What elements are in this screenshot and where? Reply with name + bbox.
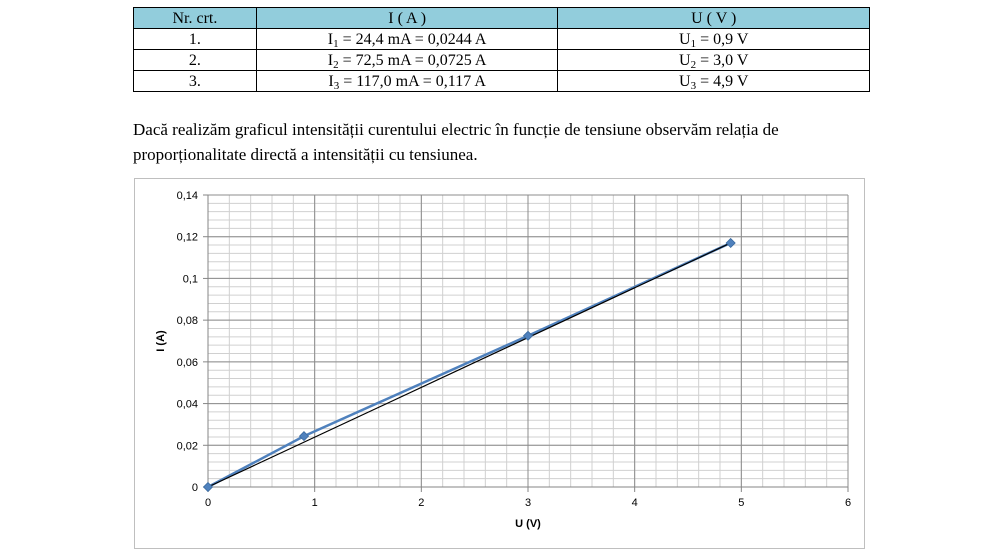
data-point-marker (725, 237, 736, 249)
x-tick-label: 5 (738, 497, 744, 509)
header-voltage: U ( V ) (557, 7, 870, 29)
y-tick-label: 0,12 (177, 232, 198, 244)
y-tick-label: 0,1 (183, 273, 198, 285)
row-number: 2. (133, 49, 257, 71)
current-cell: I3 = 117,0 mA = 0,117 A (255, 70, 559, 92)
data-point-marker (298, 431, 310, 442)
y-tick-label: 0 (192, 482, 198, 494)
x-tick-label: 4 (632, 497, 638, 509)
grid-layer (208, 194, 849, 487)
header-nr-crt: Nr. crt. (133, 7, 257, 29)
series-layer (202, 237, 736, 493)
trendline (207, 242, 731, 488)
current-cell: I1 = 24,4 mA = 0,0244 A (255, 28, 559, 50)
x-tick-label: 2 (418, 497, 424, 509)
y-tick-label: 0,14 (177, 190, 198, 202)
y-tick-label: 0,02 (177, 440, 198, 452)
table-row: 1. I1 = 24,4 mA = 0,0244 A U1 = 0,9 V (133, 28, 870, 50)
series-line (207, 241, 732, 489)
x-tick-label: 6 (845, 497, 851, 509)
row-number: 1. (133, 28, 257, 50)
y-axis-title: I (A) (155, 330, 167, 352)
header-current: I ( A ) (255, 7, 559, 29)
x-axis-title: U (V) (515, 518, 541, 530)
row-number: 3. (133, 70, 257, 92)
table-header-row: Nr. crt. I ( A ) U ( V ) (133, 7, 870, 29)
voltage-cell: U3 = 4,9 V (557, 70, 870, 92)
y-tick-label: 0,04 (177, 399, 198, 411)
x-tick-label: 3 (525, 497, 531, 509)
x-tick-label: 1 (312, 497, 318, 509)
x-tick-label: 0 (205, 497, 211, 509)
explanation-paragraph: Dacă realizăm graficul intensității cure… (133, 120, 779, 164)
chart-frame: 0 1 2 3 4 5 6 0 0,02 0,04 0,06 0,08 0,1 0,12 0,14 U (V… (134, 178, 865, 549)
current-cell: I2 = 72,5 mA = 0,0725 A (255, 49, 559, 71)
y-tick-label: 0,08 (177, 315, 198, 327)
y-tick-label: 0,06 (177, 357, 198, 369)
table-row: 3. I3 = 117,0 mA = 0,117 A U3 = 4,9 V (133, 70, 870, 92)
axis-layer: 0 1 2 3 4 5 6 0 0,02 0,04 0,06 0,08 0,1 0,12 0,14 (177, 190, 851, 509)
data-point-marker (522, 330, 534, 341)
voltage-cell: U1 = 0,9 V (557, 28, 870, 50)
measurements-table: Nr. crt. I ( A ) U ( V ) 1. I1 = 24,4 mA… (133, 7, 870, 92)
data-point-marker (202, 481, 214, 493)
table-row: 2. I2 = 72,5 mA = 0,0725 A U2 = 3,0 V (133, 49, 870, 71)
current-voltage-chart: 0 1 2 3 4 5 6 0 0,02 0,04 0,06 0,08 0,1 0,12 0,14 U (V… (155, 190, 851, 530)
voltage-cell: U2 = 3,0 V (557, 49, 870, 71)
